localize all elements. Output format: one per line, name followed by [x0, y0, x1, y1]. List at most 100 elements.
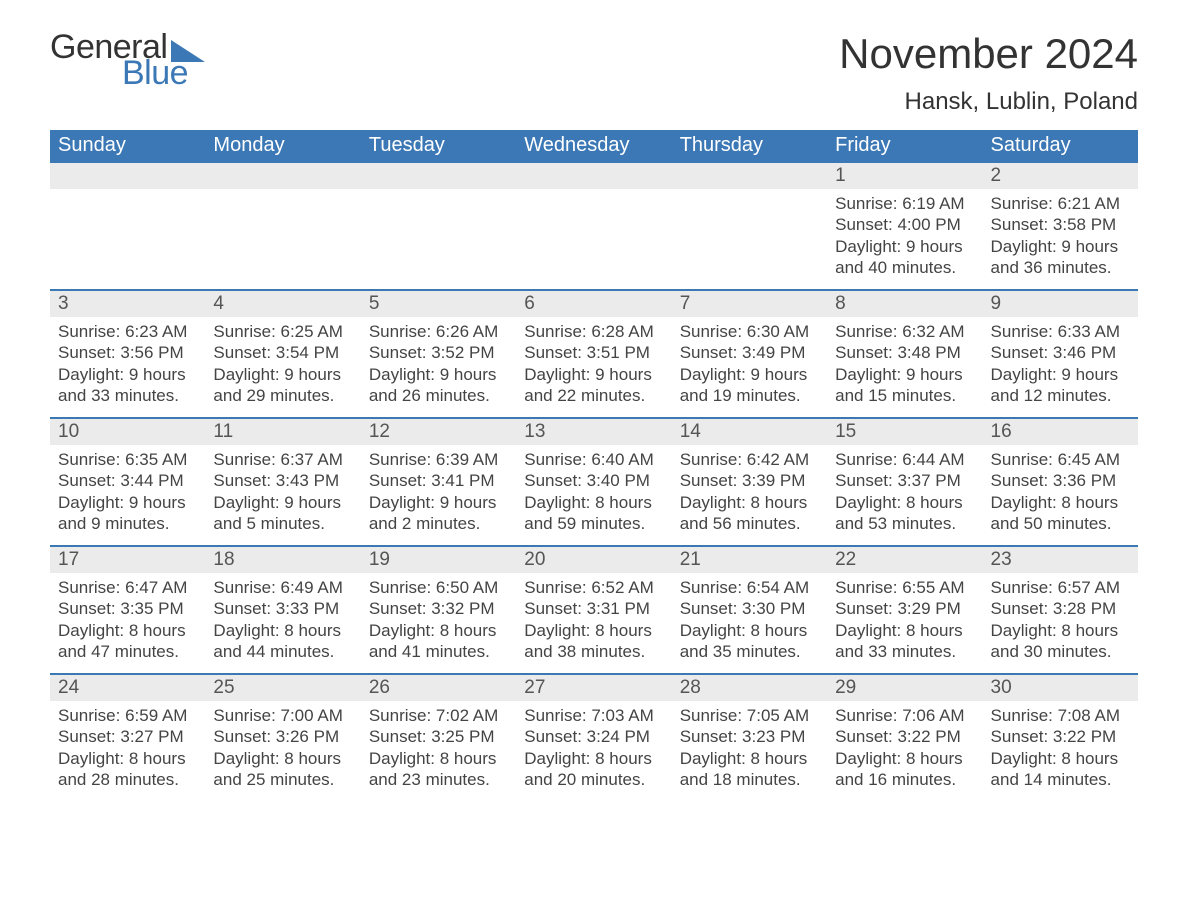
- day-number: 14: [672, 419, 827, 445]
- daylight-line1: Daylight: 9 hours: [213, 364, 352, 385]
- day-body: Sunrise: 6:44 AMSunset: 3:37 PMDaylight:…: [827, 445, 982, 540]
- daylight-line2: and 40 minutes.: [835, 257, 974, 278]
- day-cell: 24Sunrise: 6:59 AMSunset: 3:27 PMDayligh…: [50, 675, 205, 801]
- day-body: Sunrise: 6:32 AMSunset: 3:48 PMDaylight:…: [827, 317, 982, 412]
- day-header-row: SundayMondayTuesdayWednesdayThursdayFrid…: [50, 130, 1138, 163]
- sunrise-text: Sunrise: 6:50 AM: [369, 577, 508, 598]
- daylight-line1: Daylight: 8 hours: [835, 492, 974, 513]
- sunrise-text: Sunrise: 6:28 AM: [524, 321, 663, 342]
- day-cell: 12Sunrise: 6:39 AMSunset: 3:41 PMDayligh…: [361, 419, 516, 545]
- day-number: 26: [361, 675, 516, 701]
- day-header: Saturday: [983, 130, 1138, 163]
- day-number: 19: [361, 547, 516, 573]
- sunset-text: Sunset: 3:22 PM: [835, 726, 974, 747]
- sunset-text: Sunset: 3:32 PM: [369, 598, 508, 619]
- day-cell: 11Sunrise: 6:37 AMSunset: 3:43 PMDayligh…: [205, 419, 360, 545]
- daylight-line1: Daylight: 8 hours: [369, 620, 508, 641]
- daylight-line1: Daylight: 8 hours: [835, 620, 974, 641]
- day-number: 3: [50, 291, 205, 317]
- day-number: 10: [50, 419, 205, 445]
- sunset-text: Sunset: 3:39 PM: [680, 470, 819, 491]
- sunrise-text: Sunrise: 6:40 AM: [524, 449, 663, 470]
- daylight-line1: Daylight: 9 hours: [991, 364, 1130, 385]
- week-row: 24Sunrise: 6:59 AMSunset: 3:27 PMDayligh…: [50, 673, 1138, 801]
- daylight-line1: Daylight: 8 hours: [58, 620, 197, 641]
- day-body: Sunrise: 6:26 AMSunset: 3:52 PMDaylight:…: [361, 317, 516, 412]
- day-number: 15: [827, 419, 982, 445]
- daylight-line1: Daylight: 9 hours: [369, 492, 508, 513]
- sunset-text: Sunset: 3:43 PM: [213, 470, 352, 491]
- week-row: 17Sunrise: 6:47 AMSunset: 3:35 PMDayligh…: [50, 545, 1138, 673]
- daylight-line1: Daylight: 9 hours: [369, 364, 508, 385]
- day-number: [672, 163, 827, 189]
- daylight-line2: and 14 minutes.: [991, 769, 1130, 790]
- daylight-line2: and 18 minutes.: [680, 769, 819, 790]
- day-body: Sunrise: 7:02 AMSunset: 3:25 PMDaylight:…: [361, 701, 516, 796]
- sunset-text: Sunset: 3:46 PM: [991, 342, 1130, 363]
- day-cell: 17Sunrise: 6:47 AMSunset: 3:35 PMDayligh…: [50, 547, 205, 673]
- sunset-text: Sunset: 3:52 PM: [369, 342, 508, 363]
- day-body: Sunrise: 6:39 AMSunset: 3:41 PMDaylight:…: [361, 445, 516, 540]
- day-body: Sunrise: 6:47 AMSunset: 3:35 PMDaylight:…: [50, 573, 205, 668]
- day-cell: 5Sunrise: 6:26 AMSunset: 3:52 PMDaylight…: [361, 291, 516, 417]
- day-cell: [516, 163, 671, 289]
- day-header: Friday: [827, 130, 982, 163]
- day-number: 2: [983, 163, 1138, 189]
- daylight-line2: and 29 minutes.: [213, 385, 352, 406]
- day-body: Sunrise: 6:21 AMSunset: 3:58 PMDaylight:…: [983, 189, 1138, 284]
- day-body: Sunrise: 6:33 AMSunset: 3:46 PMDaylight:…: [983, 317, 1138, 412]
- logo: General Blue: [50, 30, 205, 90]
- day-number: 17: [50, 547, 205, 573]
- day-number: 29: [827, 675, 982, 701]
- daylight-line1: Daylight: 9 hours: [58, 492, 197, 513]
- day-number: 6: [516, 291, 671, 317]
- day-body: Sunrise: 6:23 AMSunset: 3:56 PMDaylight:…: [50, 317, 205, 412]
- daylight-line2: and 50 minutes.: [991, 513, 1130, 534]
- day-body: Sunrise: 7:05 AMSunset: 3:23 PMDaylight:…: [672, 701, 827, 796]
- sunset-text: Sunset: 3:58 PM: [991, 214, 1130, 235]
- day-cell: 10Sunrise: 6:35 AMSunset: 3:44 PMDayligh…: [50, 419, 205, 545]
- daylight-line2: and 5 minutes.: [213, 513, 352, 534]
- week-row: 1Sunrise: 6:19 AMSunset: 4:00 PMDaylight…: [50, 163, 1138, 289]
- daylight-line2: and 33 minutes.: [58, 385, 197, 406]
- sunset-text: Sunset: 3:56 PM: [58, 342, 197, 363]
- daylight-line2: and 35 minutes.: [680, 641, 819, 662]
- day-body: Sunrise: 6:52 AMSunset: 3:31 PMDaylight:…: [516, 573, 671, 668]
- day-number: [205, 163, 360, 189]
- daylight-line1: Daylight: 8 hours: [991, 492, 1130, 513]
- day-cell: 15Sunrise: 6:44 AMSunset: 3:37 PMDayligh…: [827, 419, 982, 545]
- daylight-line2: and 12 minutes.: [991, 385, 1130, 406]
- day-cell: 2Sunrise: 6:21 AMSunset: 3:58 PMDaylight…: [983, 163, 1138, 289]
- day-body: Sunrise: 6:19 AMSunset: 4:00 PMDaylight:…: [827, 189, 982, 284]
- daylight-line1: Daylight: 8 hours: [524, 620, 663, 641]
- sunset-text: Sunset: 3:26 PM: [213, 726, 352, 747]
- sunset-text: Sunset: 3:37 PM: [835, 470, 974, 491]
- daylight-line2: and 36 minutes.: [991, 257, 1130, 278]
- day-cell: 3Sunrise: 6:23 AMSunset: 3:56 PMDaylight…: [50, 291, 205, 417]
- day-body: Sunrise: 6:59 AMSunset: 3:27 PMDaylight:…: [50, 701, 205, 796]
- day-cell: 23Sunrise: 6:57 AMSunset: 3:28 PMDayligh…: [983, 547, 1138, 673]
- day-header: Monday: [205, 130, 360, 163]
- day-cell: 13Sunrise: 6:40 AMSunset: 3:40 PMDayligh…: [516, 419, 671, 545]
- daylight-line1: Daylight: 8 hours: [369, 748, 508, 769]
- sunrise-text: Sunrise: 6:47 AM: [58, 577, 197, 598]
- day-number: 27: [516, 675, 671, 701]
- sunset-text: Sunset: 3:51 PM: [524, 342, 663, 363]
- daylight-line2: and 28 minutes.: [58, 769, 197, 790]
- sunrise-text: Sunrise: 6:23 AM: [58, 321, 197, 342]
- daylight-line2: and 33 minutes.: [835, 641, 974, 662]
- sunrise-text: Sunrise: 6:21 AM: [991, 193, 1130, 214]
- daylight-line1: Daylight: 8 hours: [680, 620, 819, 641]
- day-cell: 30Sunrise: 7:08 AMSunset: 3:22 PMDayligh…: [983, 675, 1138, 801]
- sunset-text: Sunset: 3:29 PM: [835, 598, 974, 619]
- day-number: 8: [827, 291, 982, 317]
- month-title: November 2024: [839, 30, 1138, 78]
- daylight-line2: and 23 minutes.: [369, 769, 508, 790]
- sunrise-text: Sunrise: 6:19 AM: [835, 193, 974, 214]
- daylight-line2: and 41 minutes.: [369, 641, 508, 662]
- day-cell: 18Sunrise: 6:49 AMSunset: 3:33 PMDayligh…: [205, 547, 360, 673]
- sunrise-text: Sunrise: 6:32 AM: [835, 321, 974, 342]
- day-cell: 21Sunrise: 6:54 AMSunset: 3:30 PMDayligh…: [672, 547, 827, 673]
- sunset-text: Sunset: 3:31 PM: [524, 598, 663, 619]
- daylight-line1: Daylight: 9 hours: [58, 364, 197, 385]
